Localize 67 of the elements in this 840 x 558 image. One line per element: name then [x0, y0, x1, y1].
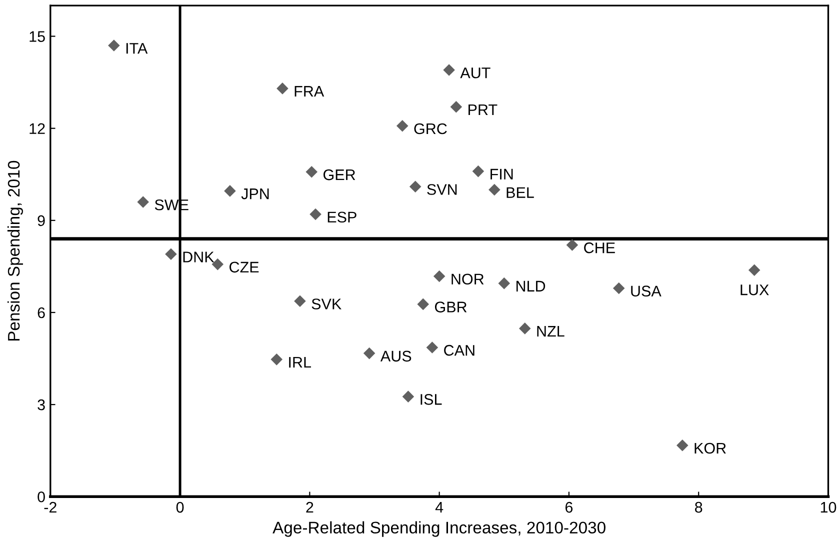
- point: [310, 208, 322, 220]
- annotation: JPN: [241, 188, 269, 200]
- y-tick-label: 12: [30, 123, 45, 134]
- point: [409, 180, 422, 193]
- point: [612, 282, 625, 294]
- annotation: ISL: [420, 394, 442, 405]
- x-tick-label: 10: [820, 502, 836, 513]
- annotation: GBR: [434, 302, 467, 312]
- y-tick-label: 3: [38, 399, 45, 410]
- annotation: NLD: [516, 280, 546, 292]
- y-tick-label: 6: [38, 307, 45, 318]
- point: [165, 248, 177, 260]
- annotation: SVN: [427, 184, 457, 195]
- point: [450, 100, 462, 113]
- point: [748, 264, 760, 276]
- annotation: AUT: [460, 68, 490, 78]
- annotation: ITA: [126, 43, 148, 54]
- annotation: AUS: [380, 350, 412, 362]
- point: [137, 196, 149, 208]
- annotation: BEL: [506, 187, 534, 198]
- y-axis-title: Pension Spending, 2010: [7, 160, 23, 341]
- x-tick-label: 4: [435, 502, 444, 513]
- annotation: DNK: [183, 252, 214, 262]
- x-tick-label: -2: [44, 502, 56, 513]
- annotation: GRC: [414, 123, 447, 134]
- annotation: IRL: [289, 357, 311, 368]
- point: [566, 239, 578, 251]
- x-tick-label: 2: [306, 502, 314, 513]
- annotation: ESP: [328, 212, 356, 223]
- point: [488, 184, 500, 196]
- point: [498, 277, 510, 290]
- point: [402, 390, 414, 402]
- x-tick-label: 0: [176, 502, 184, 513]
- point: [433, 270, 446, 282]
- point: [426, 342, 438, 354]
- y-tick-label: 0: [38, 491, 45, 502]
- y-tick-label: 9: [38, 215, 45, 226]
- point: [306, 166, 318, 178]
- annotation: USA: [631, 286, 662, 297]
- annotation: NOR: [452, 274, 484, 285]
- point: [472, 165, 484, 178]
- point: [270, 354, 283, 366]
- point: [363, 347, 376, 360]
- annotation: LUX: [740, 284, 769, 296]
- point: [276, 82, 288, 94]
- point: [443, 64, 455, 76]
- annotation: KOR: [694, 442, 726, 454]
- annotation: FRA: [294, 86, 324, 97]
- point: [108, 40, 120, 52]
- x-tick-label: 8: [695, 502, 702, 513]
- y-tick-label: 15: [30, 31, 45, 42]
- point: [224, 185, 236, 197]
- annotation: CAN: [444, 344, 474, 356]
- annotation: PRT: [468, 104, 498, 115]
- annotation: GER: [324, 169, 356, 180]
- x-axis-title: Age-Related Spending Increases, 2010-2030: [272, 521, 606, 537]
- annotation: NZL: [537, 326, 564, 337]
- point: [676, 439, 688, 452]
- annotation: CHE: [584, 242, 615, 254]
- x-tick-label: 6: [565, 502, 573, 513]
- annotation: SVK: [312, 298, 342, 310]
- point: [396, 120, 408, 132]
- point: [417, 298, 430, 310]
- point: [518, 322, 531, 334]
- annotation: CZE: [230, 262, 259, 273]
- point: [294, 295, 306, 308]
- annotation: FIN: [490, 168, 513, 180]
